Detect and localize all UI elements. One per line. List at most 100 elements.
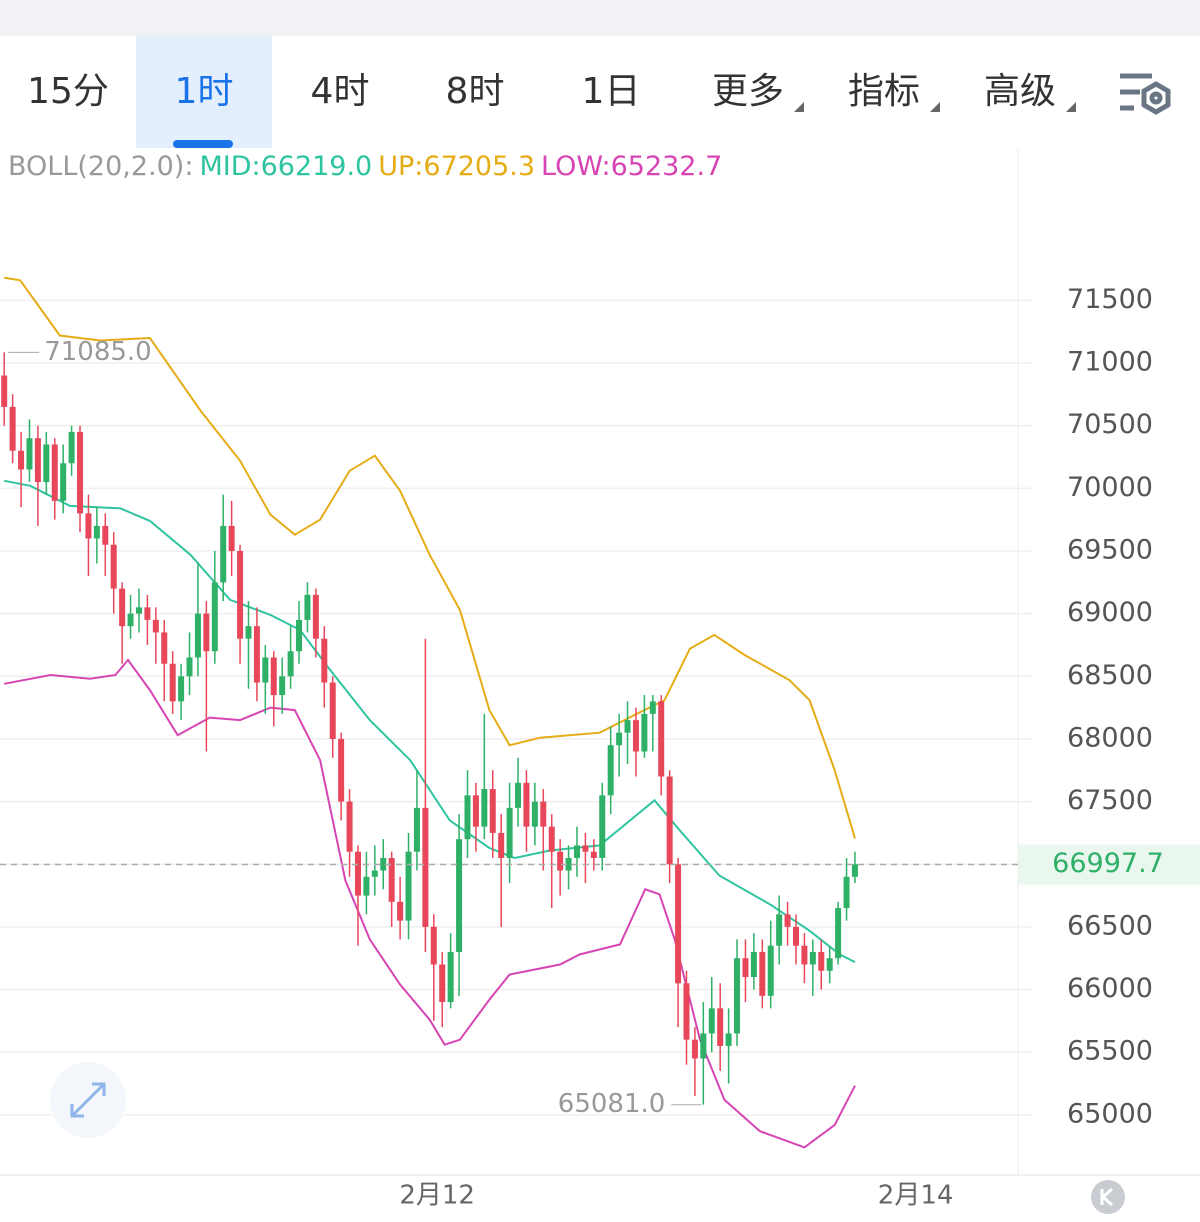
candle-body [422, 807, 429, 927]
candle-body [548, 826, 555, 852]
y-tick-label: 68000 [1067, 722, 1153, 753]
candle-body [489, 789, 496, 833]
candle-body [287, 651, 294, 677]
candle-body [253, 626, 260, 683]
expand-arrows [70, 1082, 106, 1118]
candle-body [717, 1008, 724, 1046]
candle-body [60, 463, 67, 501]
candle-body [279, 676, 286, 696]
current-price-label: 66997.7 [1052, 848, 1164, 879]
tab[interactable]: 1时 [175, 71, 234, 112]
candle-body [354, 851, 361, 896]
candle-body [818, 951, 825, 971]
indicator-legend: BOLL(20,2.0): MID:66219.0 UP:67205.3 LOW:65… [8, 151, 722, 182]
candle-body [371, 870, 378, 877]
candle-body [456, 839, 463, 952]
settings-icon[interactable] [1120, 73, 1171, 115]
boll-line [4, 276, 856, 839]
candle-body [742, 958, 749, 978]
dropdown-mark [930, 102, 940, 112]
candle-body [413, 807, 420, 852]
candle-body [447, 951, 454, 1003]
y-tick-label: 67500 [1067, 785, 1153, 816]
candle-body [599, 795, 606, 858]
candle-body [329, 682, 336, 739]
tab[interactable]: 8时 [446, 71, 505, 112]
y-tick-label: 68500 [1067, 660, 1153, 691]
candle-body [85, 513, 92, 539]
candle-body [624, 720, 631, 733]
candle-body [388, 857, 395, 902]
max-marker-label: 71085.0 [44, 337, 152, 367]
current-price-box [1018, 844, 1200, 885]
candle-body [186, 657, 193, 677]
y-tick-label: 69000 [1067, 597, 1153, 628]
candle-body [127, 613, 134, 627]
dropdown-mark [1066, 102, 1076, 112]
candle-body [68, 431, 75, 464]
candle-body [338, 738, 345, 802]
y-tick-label: 66500 [1067, 910, 1153, 941]
boll-line [4, 658, 856, 1149]
tab[interactable]: 1日 [582, 71, 641, 112]
dropdown-mark [794, 102, 804, 112]
candle-body [725, 1033, 732, 1046]
candle-body [380, 857, 387, 871]
candle-body [34, 438, 41, 483]
active-tab-bg [136, 36, 272, 148]
candle-body [851, 864, 858, 877]
candle-body [675, 864, 682, 984]
candle-body [826, 958, 833, 971]
tab[interactable]: 高级 [984, 71, 1056, 112]
candle-body [666, 776, 673, 865]
candle-body [18, 450, 25, 470]
candle-body [776, 914, 783, 946]
candle-body [203, 613, 210, 652]
status-strip [0, 0, 1200, 36]
candle-body [750, 951, 757, 978]
candle-body [397, 901, 404, 921]
tab[interactable]: 4时 [311, 71, 370, 112]
candle-body [161, 632, 168, 664]
candle-body [9, 406, 16, 451]
candle-body [641, 713, 648, 752]
candle-body [296, 619, 303, 652]
y-tick-label: 66000 [1067, 973, 1153, 1004]
expand-icon [70, 1082, 106, 1118]
candle-body [93, 525, 100, 539]
candle-body [734, 958, 741, 1034]
y-tick-label: 71500 [1067, 284, 1153, 315]
candle-body [464, 795, 471, 840]
candle-body [110, 544, 117, 589]
candle-body [801, 945, 808, 965]
candle-body [220, 525, 227, 583]
icon-hex [1141, 81, 1171, 115]
candle-body [144, 607, 151, 620]
candle-body [506, 807, 513, 858]
tab[interactable]: 指标 [848, 71, 920, 112]
candle-body [178, 676, 185, 702]
tab[interactable]: 15分 [27, 71, 109, 112]
candle-body [767, 945, 774, 996]
candle-body [1, 375, 8, 407]
candle-body [582, 845, 589, 852]
boll-line [4, 479, 856, 963]
candle-body [759, 951, 766, 996]
k-button[interactable] [1091, 1180, 1125, 1214]
candle-body [439, 964, 446, 1003]
candle-body [135, 607, 142, 614]
candle-body [498, 832, 505, 858]
candle-body [430, 926, 437, 965]
candle-body [565, 857, 572, 871]
y-tick-label: 71000 [1067, 347, 1153, 378]
x-tick-label: 2月12 [399, 1181, 475, 1211]
tab[interactable]: 更多 [712, 71, 784, 112]
candle-body [262, 657, 269, 683]
candle-body [683, 983, 690, 1040]
candle-body [321, 638, 328, 683]
active-tab-indicator [173, 140, 233, 148]
legend-item: LOW:65232.7 [541, 151, 722, 182]
y-tick-label: 70500 [1067, 409, 1153, 440]
candle-body [531, 801, 538, 827]
